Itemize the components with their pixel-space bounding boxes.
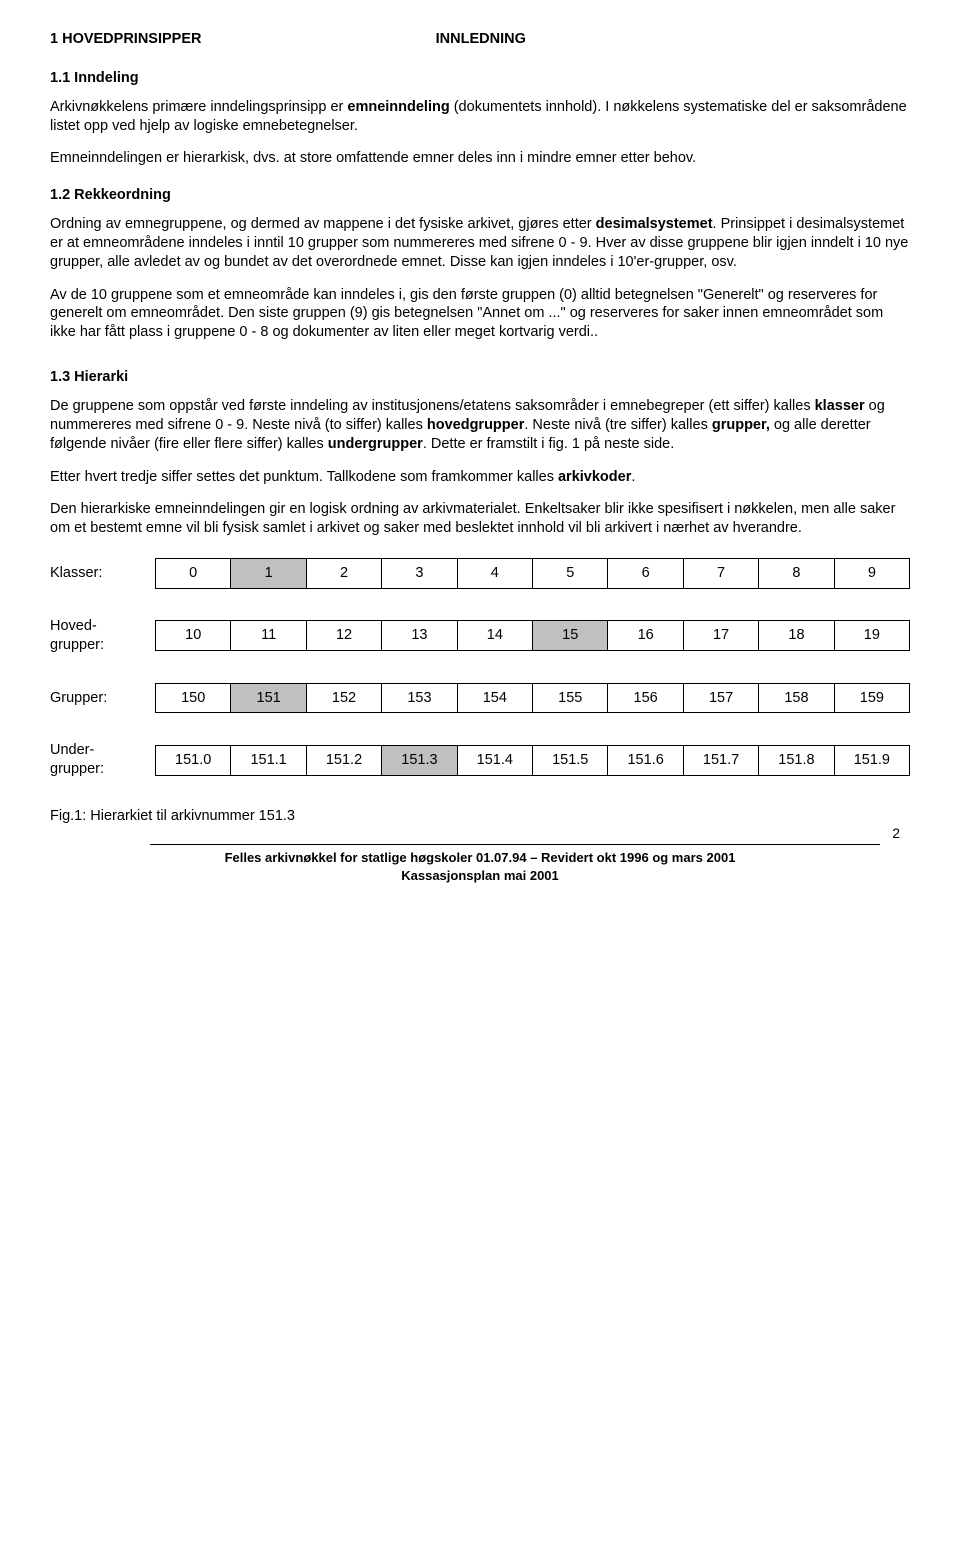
hierarchy-row: Hoved- grupper:10111213141516171819 [50,617,910,655]
hierarchy-cells: 150151152153154155156157158159 [155,683,910,714]
hierarchy-cell: 152 [306,683,381,714]
hierarchy-cell: 16 [607,620,682,651]
hierarchy-cell: 7 [683,558,758,589]
hierarchy-cell: 153 [381,683,456,714]
hierarchy-cell: 151.6 [607,745,682,776]
text: Ordning av emnegruppene, og dermed av ma… [50,216,596,232]
para-1-3-1: De gruppene som oppstår ved første innde… [50,397,910,454]
hierarchy-cell: 18 [758,620,833,651]
bold-term: emneinndeling [347,99,449,115]
header-center: INNLEDNING [202,30,761,49]
footer-text: Felles arkivnøkkel for statlige høgskole… [50,849,910,884]
para-1-3-3: Den hierarkiske emneinndelingen gir en l… [50,500,910,538]
hierarchy-row: Grupper:150151152153154155156157158159 [50,683,910,714]
para-1-1-1: Arkivnøkkelens primære inndelingsprinsip… [50,98,910,136]
hierarchy-cell: 158 [758,683,833,714]
footer-rule [150,844,880,845]
hierarchy-cell: 14 [457,620,532,651]
hierarchy-row: Klasser:0123456789 [50,558,910,589]
hierarchy-row: Under- grupper:151.0151.1151.2151.3151.4… [50,741,910,779]
hierarchy-row-label: Grupper: [50,689,155,708]
page-header: 1 HOVEDPRINSIPPER INNLEDNING [50,30,910,49]
text: . [631,469,635,485]
hierarchy-cell: 151 [230,683,305,714]
hierarchy-cell: 151.8 [758,745,833,776]
text: Etter hvert tredje siffer settes det pun… [50,469,558,485]
hierarchy-cell: 151.2 [306,745,381,776]
hierarchy-cells: 151.0151.1151.2151.3151.4151.5151.6151.7… [155,745,910,776]
hierarchy-cell: 3 [381,558,456,589]
bold-term: klasser [815,398,865,414]
hierarchy-row-label: Under- grupper: [50,741,155,779]
para-1-1-2: Emneinndelingen er hierarkisk, dvs. at s… [50,149,910,168]
hierarchy-cell: 151.4 [457,745,532,776]
heading-1-1: 1.1 Inndeling [50,69,910,88]
bold-term: arkivkoder [558,469,631,485]
hierarchy-cell: 1 [230,558,305,589]
hierarchy-cell: 151.1 [230,745,305,776]
bold-term: desimalsystemet [596,216,713,232]
hierarchy-cell: 151.7 [683,745,758,776]
hierarchy-cell: 5 [532,558,607,589]
text: Arkivnøkkelens primære inndelingsprinsip… [50,99,347,115]
hierarchy-cells: 10111213141516171819 [155,620,910,651]
hierarchy-row-label: Klasser: [50,564,155,583]
hierarchy-cell: 0 [155,558,230,589]
hierarchy-cell: 154 [457,683,532,714]
header-left: 1 HOVEDPRINSIPPER [50,30,202,49]
hierarchy-cell: 17 [683,620,758,651]
bold-term: grupper, [712,417,770,433]
hierarchy-cell: 19 [834,620,910,651]
hierarchy-cell: 8 [758,558,833,589]
page-number: 2 [50,824,910,842]
hierarchy-cell: 10 [155,620,230,651]
hierarchy-cell: 15 [532,620,607,651]
para-1-2-2: Av de 10 gruppene som et emneområde kan … [50,286,910,343]
bold-term: undergrupper [328,436,423,452]
heading-1-3: 1.3 Hierarki [50,368,910,387]
hierarchy-cell: 151.9 [834,745,910,776]
hierarchy-cell: 151.3 [381,745,456,776]
para-1-3-2: Etter hvert tredje siffer settes det pun… [50,468,910,487]
hierarchy-cell: 6 [607,558,682,589]
heading-1-2: 1.2 Rekkeordning [50,186,910,205]
hierarchy-cells: 0123456789 [155,558,910,589]
text: . Dette er framstilt i fig. 1 på neste s… [423,436,674,452]
hierarchy-cell: 9 [834,558,910,589]
hierarchy-cell: 151.0 [155,745,230,776]
text: De gruppene som oppstår ved første innde… [50,398,815,414]
hierarchy-diagram: Klasser:0123456789Hoved- grupper:1011121… [50,558,910,779]
para-1-2-1: Ordning av emnegruppene, og dermed av ma… [50,215,910,272]
footer-line-2: Kassasjonsplan mai 2001 [401,868,559,883]
hierarchy-cell: 156 [607,683,682,714]
hierarchy-cell: 4 [457,558,532,589]
hierarchy-cell: 151.5 [532,745,607,776]
text: . Neste nivå (tre siffer) kalles [524,417,712,433]
hierarchy-cell: 150 [155,683,230,714]
footer-line-1: Felles arkivnøkkel for statlige høgskole… [225,850,736,865]
hierarchy-cell: 13 [381,620,456,651]
hierarchy-cell: 2 [306,558,381,589]
hierarchy-cell: 12 [306,620,381,651]
page-footer: 2 Felles arkivnøkkel for statlige høgsko… [50,824,910,884]
bold-term: hovedgrupper [427,417,524,433]
hierarchy-row-label: Hoved- grupper: [50,617,155,655]
hierarchy-cell: 157 [683,683,758,714]
hierarchy-cell: 155 [532,683,607,714]
hierarchy-cell: 159 [834,683,910,714]
hierarchy-cell: 11 [230,620,305,651]
